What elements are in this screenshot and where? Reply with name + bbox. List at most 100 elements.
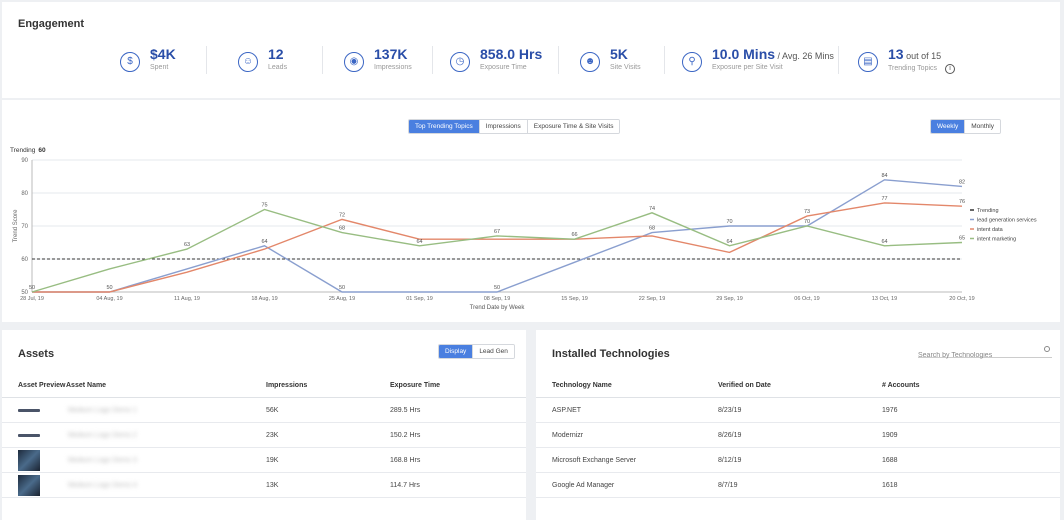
technology-name: Modernizr — [552, 432, 584, 439]
kpi-label-text: Exposure per Site Visit — [712, 64, 783, 71]
table-row[interactable]: Modernizr 8/26/19 1909 — [536, 423, 1060, 448]
kpi-value: $4K — [150, 46, 176, 62]
asset-exposure-time: 289.5 Hrs — [390, 407, 421, 414]
asset-preview-thumbnail[interactable] — [18, 475, 40, 496]
col-technology-name[interactable]: Technology Name — [552, 382, 612, 389]
accounts-count: 1909 — [882, 432, 898, 439]
legend-item[interactable]: Trending — [977, 208, 999, 214]
x-tick-label: 01 Sep, 19 — [406, 296, 433, 302]
series-line-intent-data[interactable] — [32, 202, 963, 293]
kpi-value-number: 5K — [610, 46, 628, 62]
kpi-label: Exposure Time — [480, 64, 527, 71]
asset-preview-thumbnail[interactable] — [18, 409, 40, 412]
data-label: 50 — [29, 285, 35, 291]
asset-impressions: 56K — [266, 407, 279, 414]
col-impressions[interactable]: Impressions — [266, 382, 308, 389]
y-tick-label: 80 — [21, 191, 28, 197]
kpi-divider — [838, 46, 839, 74]
display-button[interactable]: Display — [439, 345, 474, 358]
technology-search-input[interactable] — [918, 352, 1038, 359]
leads-icon: ☺ — [238, 52, 258, 72]
legend-item[interactable]: intent data — [977, 227, 1004, 233]
table-row[interactable]: Microsoft Exchange Server 8/12/19 1688 — [536, 448, 1060, 473]
col-asset-preview[interactable]: Asset Preview — [18, 382, 66, 389]
weekly-button[interactable]: Weekly — [931, 120, 966, 133]
col-exposure-time[interactable]: Exposure Time — [390, 382, 441, 389]
kpi-value-number: 13 — [888, 46, 904, 62]
asset-exposure-time: 114.7 Hrs — [390, 482, 420, 489]
technology-name: Google Ad Manager — [552, 482, 615, 489]
legend-item[interactable]: lead generation services — [977, 218, 1037, 224]
kpi-label-text: Site Visits — [610, 64, 641, 71]
x-tick-label: 04 Aug, 19 — [96, 296, 122, 302]
trending-value: 60 — [38, 147, 46, 154]
kpi-value: 5K — [610, 46, 628, 62]
eye-icon: ◉ — [344, 52, 364, 72]
accounts-count: 1618 — [882, 482, 898, 489]
kpi-label-text: Trending Topics — [888, 65, 938, 72]
col-asset-name[interactable]: Asset Name — [66, 382, 107, 389]
info-icon[interactable]: i — [945, 64, 956, 74]
accounts-count: 1688 — [882, 457, 898, 464]
trending-label: Trending 60 — [10, 147, 46, 154]
tab-exposure-time-site-visits[interactable]: Exposure Time & Site Visits — [527, 120, 620, 133]
y-axis-label: Trend Score — [13, 209, 19, 242]
kpi-label: Site Visits — [610, 64, 641, 71]
tab-impressions[interactable]: Impressions — [479, 120, 528, 133]
tab-top-trending-topics[interactable]: Top Trending Topics — [409, 120, 480, 133]
asset-preview-thumbnail[interactable] — [18, 434, 40, 437]
table-row[interactable]: ASP.NET 8/23/19 1976 — [536, 398, 1060, 423]
kpi-value-number: 10.0 Mins — [712, 46, 776, 62]
asset-name: Medium Logo Demo 4 — [68, 482, 137, 489]
visitors-icon: ☻ — [580, 52, 600, 72]
verified-on-date: 8/26/19 — [718, 432, 742, 439]
y-tick-label: 50 — [21, 290, 28, 296]
x-tick-label: 20 Oct, 19 — [949, 296, 974, 302]
data-label: 72 — [339, 212, 345, 218]
data-label: 66 — [571, 232, 577, 238]
data-label: 76 — [959, 199, 965, 205]
clock-icon: ◷ — [450, 52, 470, 72]
table-row[interactable]: Medium Logo Demo 2 23K 150.2 Hrs — [2, 423, 526, 448]
x-tick-label: 22 Sep, 19 — [639, 296, 666, 302]
verified-on-date: 8/23/19 — [718, 407, 742, 414]
verified-on-date: 8/7/19 — [718, 482, 738, 489]
data-label: 64 — [416, 239, 422, 245]
kpi-label-text: Impressions — [374, 64, 412, 71]
col-verified-on-date[interactable]: Verified on Date — [718, 382, 771, 389]
technologies-table-header: Technology Name Verified on Date # Accou… — [536, 376, 1060, 398]
search-icon[interactable] — [1044, 346, 1050, 352]
kpi-value: 10.0 Mins / Avg. 26 Mins — [712, 46, 834, 62]
col-accounts[interactable]: # Accounts — [882, 382, 920, 389]
data-label: 64 — [726, 239, 732, 245]
data-label: 75 — [261, 203, 267, 209]
data-label: 77 — [881, 196, 887, 202]
legend-item[interactable]: intent marketing — [977, 237, 1016, 243]
kpi-value-number: 137K — [374, 46, 408, 62]
table-row[interactable]: Medium Logo Demo 4 13K 114.7 Hrs — [2, 473, 526, 498]
dollar-icon: $ — [120, 52, 140, 72]
kpi-label: Spent — [150, 64, 168, 71]
table-row[interactable]: Medium Logo Demo 3 19K 168.8 Hrs — [2, 448, 526, 473]
table-row[interactable]: Google Ad Manager 8/7/19 1618 — [536, 473, 1060, 498]
kpi-divider — [432, 46, 433, 74]
kpi-value-suffix: out of 15 — [903, 51, 942, 61]
kpi-label: Impressions — [374, 64, 412, 71]
trending-topics-icon: ▤ — [858, 52, 878, 72]
x-tick-label: 15 Sep, 19 — [561, 296, 588, 302]
asset-preview-thumbnail[interactable] — [18, 450, 40, 471]
lead-gen-button[interactable]: Lead Gen — [473, 345, 514, 358]
table-row[interactable]: Medium Logo Demo 1 56K 289.5 Hrs — [2, 398, 526, 423]
monthly-button[interactable]: Monthly — [965, 120, 1000, 133]
x-tick-label: 11 Aug, 19 — [174, 296, 200, 302]
installed-technologies-panel: Installed Technologies Technology Name V… — [536, 330, 1060, 520]
data-label: 63 — [184, 242, 190, 248]
series-line-intent-marketing[interactable] — [31, 208, 963, 293]
asset-impressions: 19K — [266, 457, 279, 464]
data-label: 68 — [339, 226, 345, 232]
kpi-value-number: $4K — [150, 46, 176, 62]
asset-name: Medium Logo Demo 2 — [68, 432, 137, 439]
asset-exposure-time: 168.8 Hrs — [390, 457, 421, 464]
data-label: 70 — [804, 219, 810, 225]
